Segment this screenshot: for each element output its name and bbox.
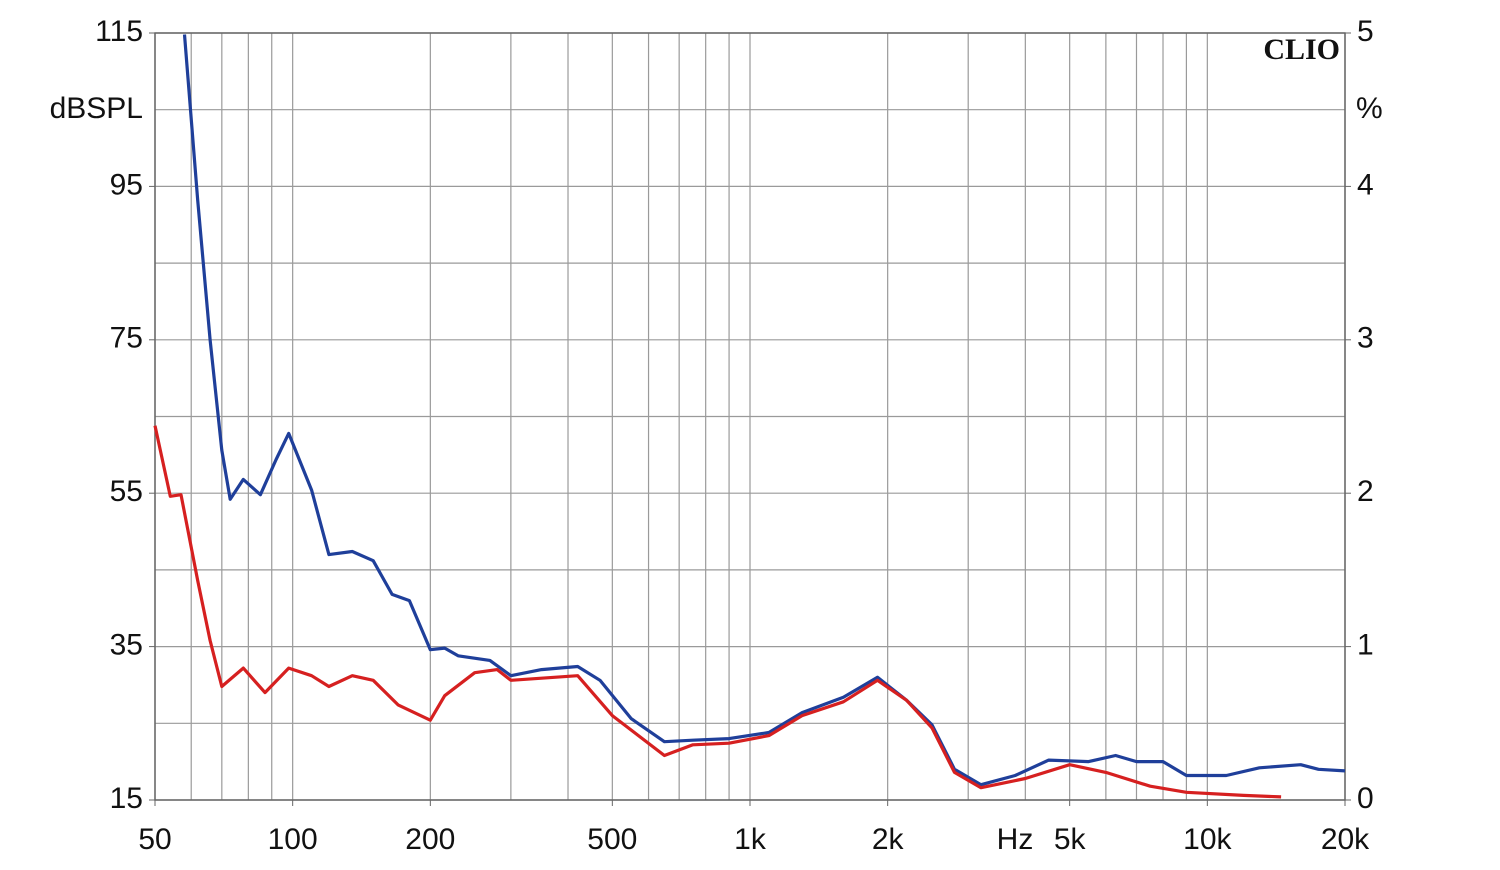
x-tick-label: 200 (405, 823, 455, 856)
y2-tick-label: 2 (1357, 475, 1374, 508)
x-tick-label: 2k (872, 823, 905, 856)
y2-tick-label: 3 (1357, 322, 1374, 355)
x-tick-label: 50 (138, 823, 171, 856)
y2-axis-label: % (1356, 92, 1383, 125)
x-tick-label: 5k (1054, 823, 1087, 856)
data-line (153, 425, 1282, 799)
x-tick-label: 10k (1183, 823, 1232, 856)
y2-tick-label: 1 (1357, 629, 1374, 662)
x-tick-label: 500 (587, 823, 637, 856)
x-tick-label: 1k (734, 823, 767, 856)
y-axis-label: dBSPL (50, 92, 143, 125)
data-line (182, 34, 1346, 787)
y2-tick-label: 0 (1357, 782, 1374, 815)
y-tick-label: 35 (110, 629, 143, 662)
x-tick-label: 20k (1321, 823, 1370, 856)
x-tick-label: 100 (268, 823, 318, 856)
y-tick-label: 75 (110, 322, 143, 355)
y-tick-label: 95 (110, 168, 143, 201)
y-tick-label: 55 (110, 475, 143, 508)
x-axis-label: Hz (997, 823, 1034, 856)
y2-tick-label: 5 (1357, 15, 1374, 48)
y2-tick-label: 4 (1357, 168, 1374, 201)
y-tick-label: 115 (95, 15, 143, 48)
y-tick-label: 15 (110, 782, 143, 815)
annotation: CLIO (1263, 33, 1340, 66)
